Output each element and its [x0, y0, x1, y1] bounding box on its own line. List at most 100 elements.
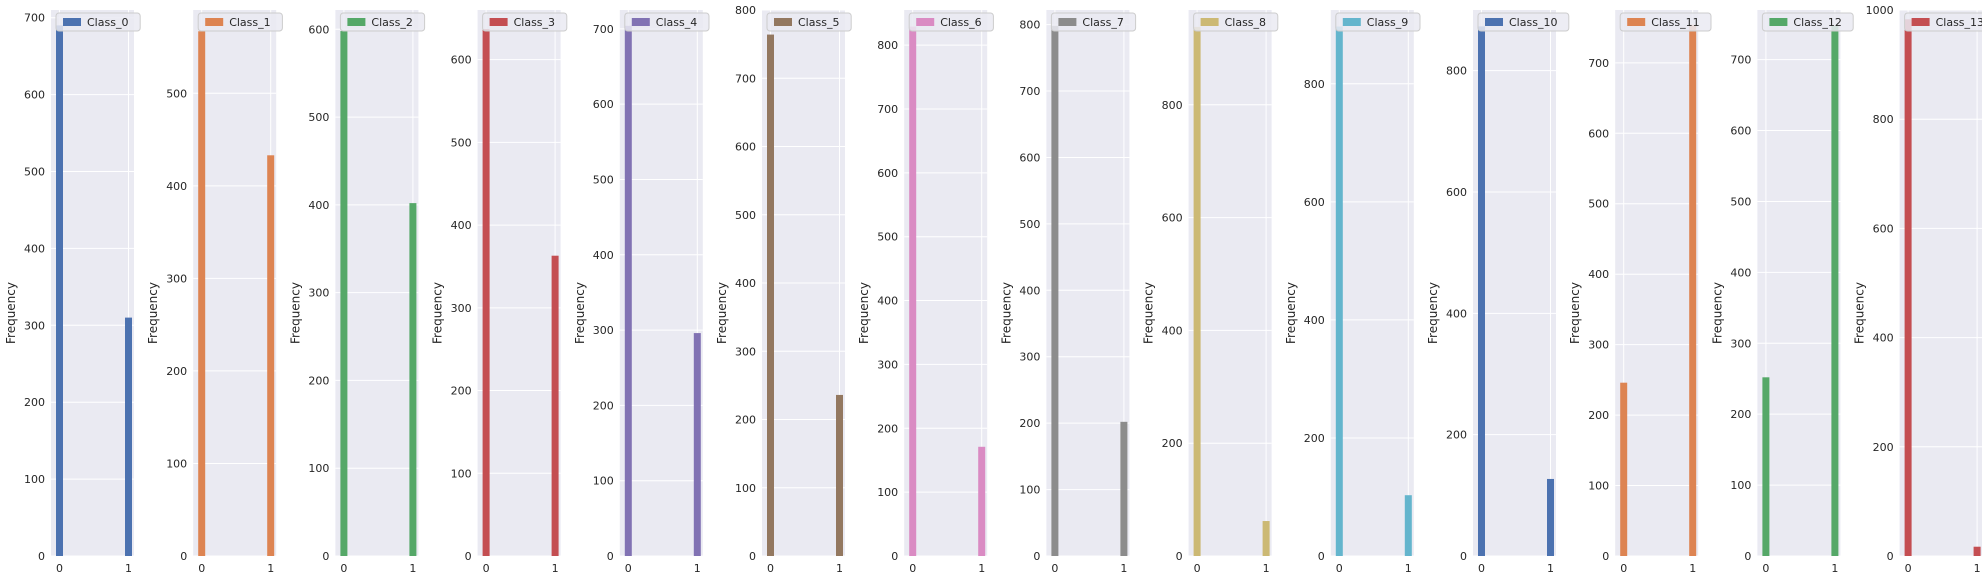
legend: Class_13 [1904, 12, 1982, 32]
y-tick-label: 400 [1730, 266, 1751, 279]
y-tick-label: 500 [1730, 195, 1751, 208]
legend-label: Class_7 [1082, 16, 1123, 29]
y-tick-label: 200 [1873, 441, 1894, 454]
y-tick-label: 600 [1588, 127, 1609, 140]
legend-swatch [774, 18, 792, 26]
y-tick-label: 1000 [1866, 4, 1894, 17]
y-tick-label: 100 [24, 473, 45, 486]
x-tick-label: 0 [1905, 562, 1912, 575]
plot-panel [1899, 10, 1982, 556]
y-tick-label: 500 [1588, 198, 1609, 211]
y-axis-label: Frequency [1710, 282, 1724, 344]
legend-box [1477, 12, 1570, 32]
bar [1973, 546, 1981, 556]
x-tick-label: 0 [1051, 562, 1058, 575]
legend-label: Class_1 [229, 16, 270, 29]
y-tick-label: 600 [735, 141, 756, 154]
y-tick-label: 0 [749, 550, 756, 563]
bar [1051, 25, 1059, 557]
bar [1547, 478, 1554, 556]
y-tick-label: 200 [593, 399, 614, 412]
y-tick-label: 600 [1873, 222, 1894, 235]
legend-label: Class_5 [798, 16, 839, 29]
x-tick-label: 1 [978, 562, 985, 575]
y-tick-label: 400 [877, 295, 898, 308]
x-tick-label: 1 [552, 562, 559, 575]
y-axis-label: Frequency [1142, 282, 1156, 344]
legend-box [1335, 12, 1421, 32]
y-tick-label: 400 [1446, 307, 1467, 320]
y-tick-label: 400 [735, 277, 756, 290]
y-tick-label: 500 [593, 173, 614, 186]
bar [1689, 24, 1697, 556]
legend-swatch [1911, 18, 1930, 26]
y-tick-label: 0 [891, 550, 898, 563]
y-tick-label: 800 [1019, 19, 1040, 32]
y-axis-label: Frequency [288, 282, 302, 344]
subplot-class-5: 0 100 200 300 400 500 600 700 800 0 1 Frequency Clas… [715, 4, 852, 575]
legend-swatch [1485, 18, 1503, 26]
plot-panel [1046, 10, 1130, 556]
y-tick-label: 500 [451, 136, 472, 149]
y-tick-label: 0 [322, 550, 329, 563]
x-tick-label: 1 [694, 562, 701, 575]
plot-panel [904, 10, 988, 556]
y-tick-label: 200 [1446, 429, 1467, 442]
y-tick-label: 100 [1730, 479, 1751, 492]
x-tick-label: 1 [1263, 562, 1270, 575]
y-tick-label: 500 [308, 111, 329, 124]
y-axis-label: Frequency [715, 282, 729, 344]
bar [1762, 377, 1770, 556]
y-tick-label: 400 [1162, 324, 1183, 337]
y-tick-label: 600 [451, 54, 472, 67]
y-tick-label: 500 [735, 209, 756, 222]
y-tick-label: 800 [877, 39, 898, 52]
subplot-class-4: 0 100 200 300 400 500 600 700 0 1 Frequency Class_4 [573, 10, 710, 575]
y-tick-label: 0 [180, 550, 187, 563]
y-tick-label: 100 [166, 457, 187, 470]
bar [1262, 521, 1270, 556]
y-tick-label: 800 [1162, 99, 1183, 112]
x-tick-label: 1 [1831, 562, 1838, 575]
y-tick-label: 800 [1304, 78, 1325, 91]
x-tick-label: 0 [767, 562, 774, 575]
legend-swatch [63, 18, 81, 26]
x-tick-label: 0 [1762, 562, 1769, 575]
bar [409, 203, 417, 557]
y-tick-label: 200 [1019, 417, 1040, 430]
y-tick-label: 700 [593, 23, 614, 36]
legend-swatch [347, 18, 366, 26]
legend-box [1904, 12, 1982, 32]
y-tick-label: 700 [1588, 57, 1609, 70]
y-axis-label: Frequency [1284, 282, 1298, 344]
y-tick-label: 200 [735, 414, 756, 427]
legend-label: Class_9 [1367, 16, 1408, 29]
bar [1478, 26, 1485, 556]
x-tick-label: 0 [1194, 562, 1201, 575]
y-tick-label: 400 [1873, 332, 1894, 345]
y-tick-label: 600 [593, 98, 614, 111]
y-tick-label: 100 [877, 486, 898, 499]
legend-label: Class_6 [940, 16, 981, 29]
bar [1831, 25, 1839, 557]
bar [482, 29, 490, 556]
legend-box [1761, 12, 1854, 32]
y-tick-label: 0 [1744, 550, 1751, 563]
y-tick-label: 100 [451, 467, 472, 480]
bar [624, 25, 632, 556]
legend-label: Class_0 [87, 16, 128, 29]
legend: Class_9 [1335, 12, 1421, 32]
legend-swatch [631, 18, 650, 26]
legend-swatch [1200, 18, 1219, 26]
x-tick-label: 1 [1405, 562, 1412, 575]
y-tick-label: 800 [735, 4, 756, 17]
x-tick-label: 1 [125, 562, 132, 575]
bar [1120, 421, 1128, 556]
y-tick-label: 300 [451, 302, 472, 315]
legend: Class_1 [197, 12, 283, 32]
y-tick-label: 600 [1162, 212, 1183, 225]
x-tick-label: 0 [340, 562, 347, 575]
subplot-class-11: 0 100 200 300 400 500 600 700 0 1 Frequency Class_1… [1568, 10, 1712, 575]
x-tick-label: 0 [1336, 562, 1343, 575]
